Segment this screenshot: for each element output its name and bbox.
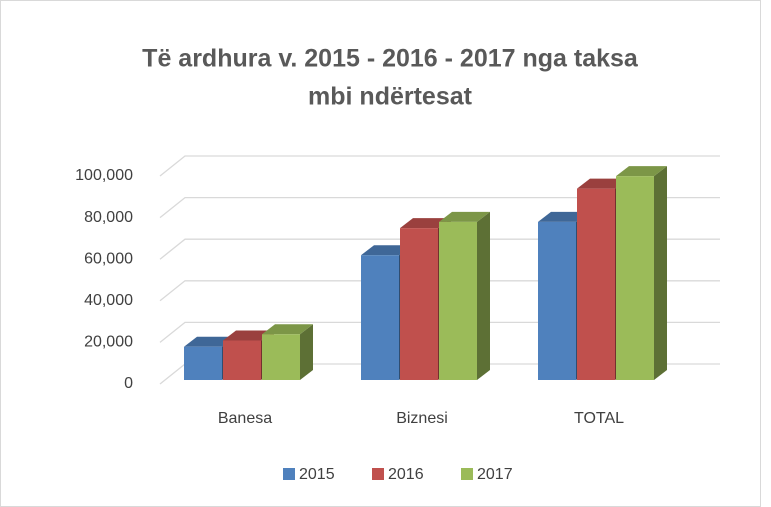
bar-top	[577, 178, 628, 189]
x-tick-label: Biznesi	[396, 410, 448, 427]
bar-top	[361, 245, 412, 256]
legend-swatch	[283, 468, 295, 480]
bar-front	[262, 334, 300, 380]
bar-top	[538, 211, 589, 222]
grid-line	[159, 155, 720, 177]
bar-top	[184, 336, 235, 347]
bar	[616, 166, 667, 380]
y-tick-label: 80,000	[84, 209, 133, 226]
y-tick-label: 0	[124, 375, 133, 392]
bar-side	[477, 211, 490, 380]
bar	[262, 324, 313, 380]
y-tick-label: 100,000	[75, 167, 133, 184]
legend-label: 2015	[299, 466, 335, 483]
bar-front	[538, 221, 576, 380]
legend-label: 2017	[477, 466, 513, 483]
grid-line	[159, 196, 720, 219]
legend-swatch	[372, 468, 384, 480]
bar-top	[262, 324, 313, 335]
x-tick-label: TOTAL	[574, 410, 624, 427]
bar-top	[439, 211, 490, 222]
bar-front	[439, 221, 477, 380]
bar-front	[577, 188, 615, 380]
y-tick-label: 20,000	[84, 334, 133, 351]
y-tick-label: 60,000	[84, 250, 133, 267]
bar-front	[184, 346, 222, 380]
bar-front	[400, 228, 438, 380]
chart-title: Të ardhura v. 2015 - 2016 - 2017 nga tak…	[142, 45, 639, 73]
bar-side	[654, 166, 667, 380]
bar-front	[361, 255, 399, 380]
y-tick-label: 40,000	[84, 292, 133, 309]
legend-label: 2016	[388, 466, 424, 483]
x-tick-label: Banesa	[218, 410, 272, 427]
bar-side	[300, 324, 313, 380]
bar	[439, 211, 490, 380]
bar-front	[223, 340, 261, 380]
bar-top	[223, 330, 274, 341]
bar-front	[616, 176, 654, 380]
chart-subtitle: mbi ndërtesat	[308, 83, 473, 111]
bar-top	[400, 218, 451, 229]
legend-swatch	[461, 468, 473, 480]
bar-top	[616, 166, 667, 177]
